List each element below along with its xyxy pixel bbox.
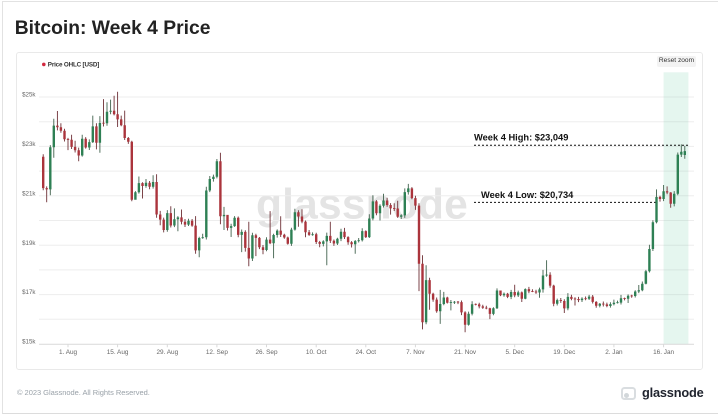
svg-text:24. Oct: 24. Oct	[355, 349, 376, 356]
svg-text:$25k: $25k	[22, 92, 36, 99]
svg-text:1. Aug: 1. Aug	[59, 349, 78, 356]
svg-text:Price OHLC [USD]: Price OHLC [USD]	[48, 62, 99, 69]
svg-text:5. Dec: 5. Dec	[505, 349, 524, 356]
svg-text:12. Sep: 12. Sep	[206, 349, 228, 356]
svg-text:19. Dec: 19. Dec	[553, 349, 576, 356]
svg-text:$19k: $19k	[22, 240, 36, 247]
svg-text:7. Nov: 7. Nov	[406, 349, 425, 356]
svg-text:15. Aug: 15. Aug	[107, 349, 129, 356]
svg-text:21. Nov: 21. Nov	[454, 349, 477, 356]
svg-text:$23k: $23k	[22, 141, 36, 148]
svg-text:Week 4 High: $23,049: Week 4 High: $23,049	[474, 133, 568, 143]
svg-text:16. Jan: 16. Jan	[653, 349, 674, 356]
svg-text:$17k: $17k	[22, 289, 36, 296]
svg-text:Week 4 Low: $20,734: Week 4 Low: $20,734	[481, 190, 574, 200]
svg-text:2. Jan: 2. Jan	[605, 349, 623, 356]
svg-text:10. Oct: 10. Oct	[306, 349, 327, 356]
svg-text:$15k: $15k	[22, 339, 36, 346]
svg-text:$21k: $21k	[22, 190, 36, 197]
svg-text:26. Sep: 26. Sep	[255, 349, 277, 356]
svg-text:29. Aug: 29. Aug	[156, 349, 178, 356]
svg-text:glassnode: glassnode	[256, 182, 468, 229]
